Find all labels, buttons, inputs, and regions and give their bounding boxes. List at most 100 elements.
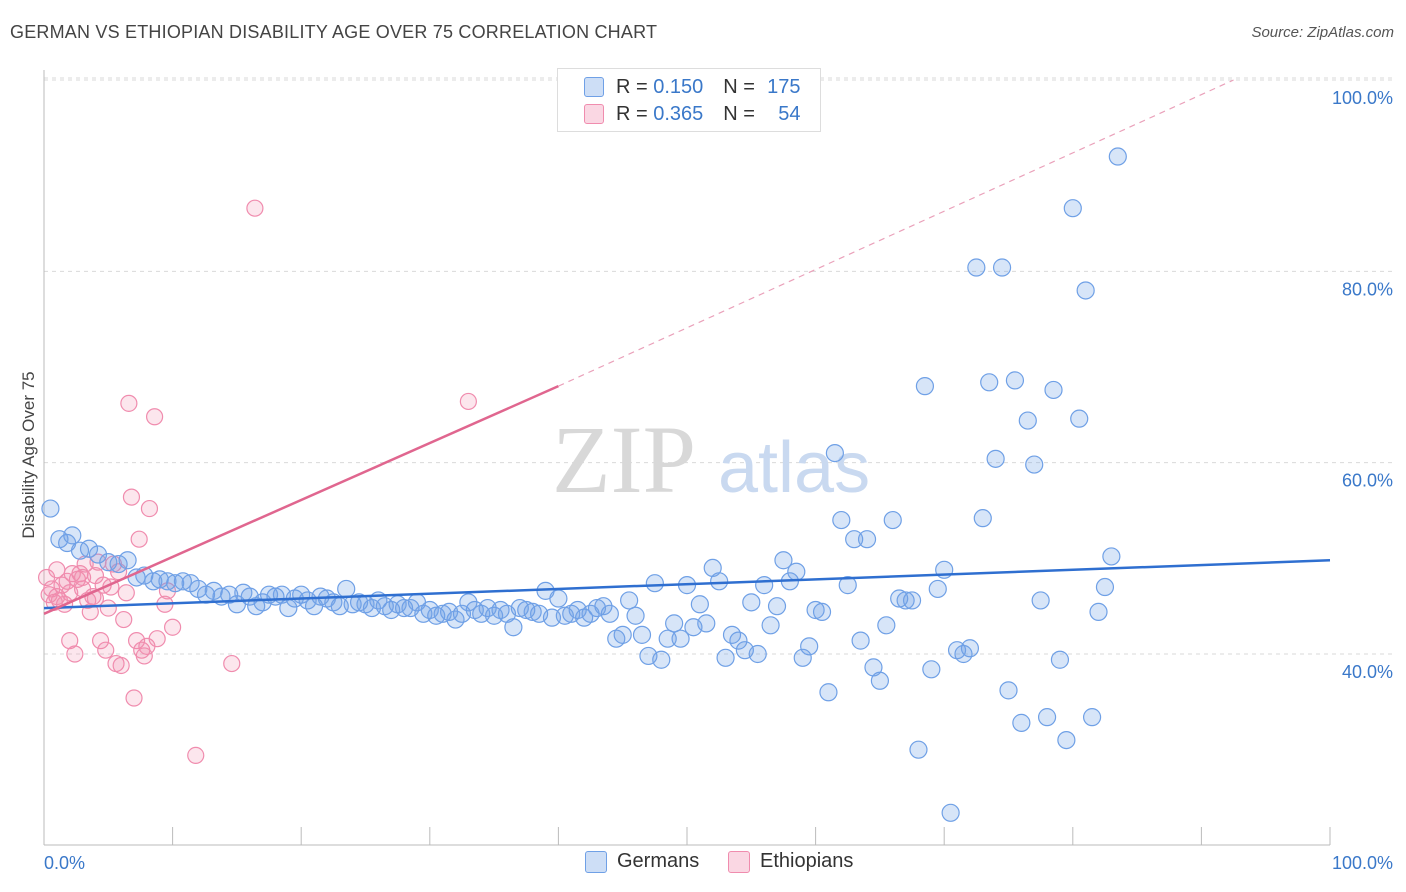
- german-point: [671, 629, 690, 648]
- german-point: [729, 631, 748, 650]
- german-point: [767, 597, 787, 616]
- german-point: [825, 444, 844, 463]
- correlation-legend: R = 0.150 N = 175 R = 0.365 N = 54: [557, 68, 821, 132]
- legend-n-label: N =: [723, 75, 755, 98]
- german-point: [1108, 147, 1127, 166]
- german-point: [992, 258, 1012, 277]
- german-point: [800, 637, 819, 656]
- ethiopian-point: [164, 618, 182, 636]
- german-point: [1044, 380, 1063, 400]
- legend-swatch-germans: [584, 77, 604, 97]
- german-point: [220, 585, 239, 604]
- german-point: [1089, 602, 1108, 622]
- german-point: [1025, 455, 1044, 474]
- german-point: [1082, 708, 1102, 727]
- legend-item-ethiopians[interactable]: Ethiopians: [728, 850, 853, 873]
- german-point: [1070, 409, 1089, 428]
- german-point: [665, 614, 684, 633]
- german-point: [716, 648, 735, 667]
- german-point: [118, 551, 137, 570]
- german-point: [1012, 713, 1031, 732]
- y-tick-labels: 40.0% 60.0% 80.0% 100.0%: [1332, 88, 1393, 682]
- german-point: [832, 510, 851, 530]
- german-point: [928, 579, 947, 599]
- series-ethiopians: [37, 199, 477, 765]
- german-point: [632, 625, 652, 644]
- german-point: [1076, 281, 1095, 300]
- german-point: [1018, 411, 1037, 430]
- legend-n-value: 54: [778, 102, 801, 125]
- ethiopian-point: [246, 199, 264, 217]
- legend-item-germans[interactable]: Germans: [585, 850, 699, 873]
- watermark-zip: ZIP: [552, 406, 696, 513]
- german-point: [973, 509, 992, 528]
- y-axis-label: Disability Age Over 75: [19, 371, 38, 538]
- german-point: [941, 803, 960, 822]
- german-point: [787, 562, 806, 581]
- german-point: [902, 591, 922, 610]
- german-point: [793, 648, 812, 667]
- german-point: [960, 639, 980, 658]
- german-point: [845, 530, 864, 549]
- legend-r-value: 0.150: [653, 75, 704, 98]
- german-point: [652, 650, 671, 669]
- german-point: [63, 526, 82, 545]
- ethiopian-point: [112, 656, 130, 675]
- german-point: [690, 595, 709, 614]
- german-point: [41, 499, 60, 518]
- german-point: [986, 449, 1005, 468]
- ethiopians-trend-line: [43, 384, 559, 615]
- ethiopian-point: [117, 584, 135, 602]
- legend-r-value: 0.365: [653, 102, 704, 125]
- ethiopian-point: [122, 488, 141, 506]
- ethiopian-point: [145, 408, 164, 426]
- germans-trend-line: [43, 558, 1331, 610]
- german-point: [88, 545, 108, 564]
- german-point: [980, 373, 999, 392]
- legend-row-germans: R = 0.150 N = 175: [558, 74, 801, 100]
- legend-swatch-germans: [585, 850, 607, 873]
- ethiopian-point: [140, 499, 159, 518]
- german-point: [967, 258, 986, 277]
- ethiopian-point: [223, 654, 241, 673]
- legend-n-label: N =: [723, 102, 755, 125]
- german-point: [626, 606, 645, 625]
- x-tick-label-max: 100.0%: [1332, 853, 1393, 873]
- german-point: [523, 602, 542, 622]
- german-point: [748, 644, 767, 664]
- ethiopian-point: [99, 599, 117, 617]
- german-point: [1031, 591, 1050, 610]
- ethiopian-point: [125, 689, 143, 707]
- german-point: [755, 576, 774, 595]
- german-point: [1050, 650, 1070, 669]
- ethiopian-point: [120, 394, 138, 412]
- german-point: [144, 572, 163, 591]
- german-point: [1095, 577, 1115, 597]
- ethiopian-point: [187, 746, 205, 765]
- ethiopians-trend-extension: [558, 79, 1234, 387]
- legend-n-value: 175: [767, 75, 801, 98]
- german-point: [613, 625, 632, 644]
- ethiopian-point: [135, 647, 153, 665]
- legend-r-label: R =: [616, 102, 648, 125]
- german-point: [1005, 371, 1025, 390]
- german-point: [999, 681, 1018, 700]
- ethiopian-point: [459, 392, 477, 411]
- german-point: [697, 614, 716, 633]
- german-point: [1057, 730, 1076, 750]
- german-point: [658, 629, 677, 648]
- german-point: [922, 660, 941, 679]
- german-point: [915, 377, 935, 396]
- source-label: Source: ZipAtlas.com: [1251, 24, 1394, 41]
- y-tick-label: 40.0%: [1342, 662, 1393, 682]
- german-point: [851, 631, 870, 650]
- legend-label-germans: Germans: [617, 850, 700, 872]
- legend-swatch-ethiopians: [728, 850, 750, 873]
- german-point: [806, 600, 825, 620]
- ethiopian-point: [66, 645, 84, 663]
- ethiopian-point: [148, 630, 166, 648]
- german-point: [838, 576, 857, 595]
- german-point: [857, 530, 877, 549]
- german-point: [877, 616, 896, 635]
